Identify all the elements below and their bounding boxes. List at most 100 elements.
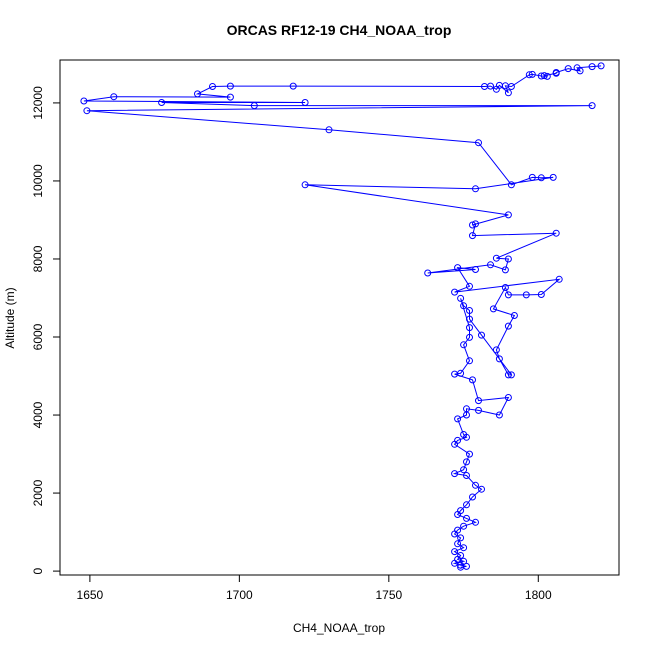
data-point	[472, 481, 479, 489]
data-point	[451, 370, 459, 378]
y-tick-label: 12000	[31, 86, 45, 120]
data-point	[289, 82, 297, 90]
data-point	[469, 232, 476, 240]
chart-title: ORCAS RF12-19 CH4_NOAA_trop	[227, 22, 452, 38]
data-point	[537, 174, 545, 182]
data-point	[301, 181, 309, 189]
y-tick-label: 6000	[31, 323, 45, 350]
x-tick-label: 1800	[525, 588, 552, 602]
data-point	[507, 181, 515, 189]
data-point	[537, 291, 545, 298]
data-point	[451, 548, 459, 556]
data-point	[454, 540, 462, 548]
data-point	[469, 221, 476, 229]
data-point	[460, 302, 468, 310]
data-point	[495, 411, 503, 419]
data-point	[466, 282, 473, 290]
data-point	[83, 107, 91, 115]
data-point	[528, 173, 536, 181]
data-point	[504, 89, 512, 97]
x-tick-label: 1750	[375, 588, 402, 602]
data-point	[466, 307, 473, 314]
data-point	[250, 102, 258, 110]
data-point	[504, 394, 512, 401]
data-point	[457, 563, 465, 571]
data-point	[460, 466, 468, 474]
data-point	[226, 93, 234, 101]
data-point	[492, 254, 500, 262]
y-tick-label: 10000	[31, 164, 45, 198]
data-point	[158, 99, 166, 106]
data-point	[495, 355, 503, 363]
data-point	[472, 266, 479, 273]
data-point	[501, 284, 509, 291]
data-point	[451, 288, 459, 296]
data-point	[540, 72, 548, 80]
series-line	[83, 65, 602, 568]
y-axis: 0 2000 4000 6000 8000 10000 12000	[31, 86, 61, 574]
y-axis-label: Altitude (m)	[3, 287, 17, 348]
data-point	[552, 229, 560, 237]
data-point	[472, 185, 479, 193]
x-axis-label: CH4_NOAA_trop	[293, 621, 385, 635]
data-point	[469, 493, 476, 501]
data-point	[504, 371, 512, 379]
data-point	[472, 220, 479, 228]
data-point	[451, 559, 459, 567]
data-point	[325, 126, 333, 134]
data-point	[478, 331, 485, 339]
data-point	[460, 544, 468, 552]
data-point	[555, 275, 563, 283]
data-point	[457, 294, 465, 302]
data-point	[501, 266, 509, 274]
data-point	[525, 71, 533, 79]
data-point	[576, 67, 584, 75]
x-tick-label: 1700	[226, 588, 253, 602]
data-point	[487, 261, 494, 269]
data-point	[460, 522, 468, 530]
data-point	[466, 450, 473, 458]
data-point	[301, 99, 309, 106]
data-point	[522, 291, 530, 299]
data-point	[528, 70, 536, 78]
y-tick-label: 2000	[31, 479, 45, 506]
data-point	[504, 322, 512, 330]
data-point	[460, 341, 468, 349]
data-point	[588, 102, 596, 110]
data-point	[504, 211, 512, 219]
data-point	[472, 518, 479, 526]
data-point	[537, 72, 545, 80]
data-point	[463, 514, 470, 522]
data-point	[463, 433, 470, 441]
data-point	[454, 264, 462, 272]
data-point	[110, 93, 118, 101]
data-point	[194, 90, 201, 98]
data-point	[466, 333, 473, 341]
data-point	[451, 530, 459, 538]
data-point	[478, 485, 485, 493]
data-point	[454, 511, 462, 518]
data-point	[475, 406, 482, 414]
data-point	[510, 312, 518, 319]
data-point	[457, 534, 465, 542]
data-point	[552, 69, 560, 77]
data-point	[424, 269, 432, 277]
data-point	[466, 315, 473, 323]
data-point	[80, 97, 88, 105]
data-point	[549, 173, 557, 181]
data-point	[463, 458, 470, 466]
data-point	[226, 82, 234, 90]
data-point	[469, 376, 476, 384]
data-point	[588, 63, 596, 71]
data-point	[475, 397, 482, 405]
plot-frame	[59, 59, 620, 576]
data-point	[492, 85, 500, 93]
data-point	[451, 470, 459, 478]
data-point	[597, 62, 605, 70]
data-point	[451, 440, 459, 448]
data-point	[463, 411, 470, 419]
data-point	[504, 291, 512, 299]
x-tick-label: 1650	[77, 588, 104, 602]
data-point	[463, 501, 470, 509]
